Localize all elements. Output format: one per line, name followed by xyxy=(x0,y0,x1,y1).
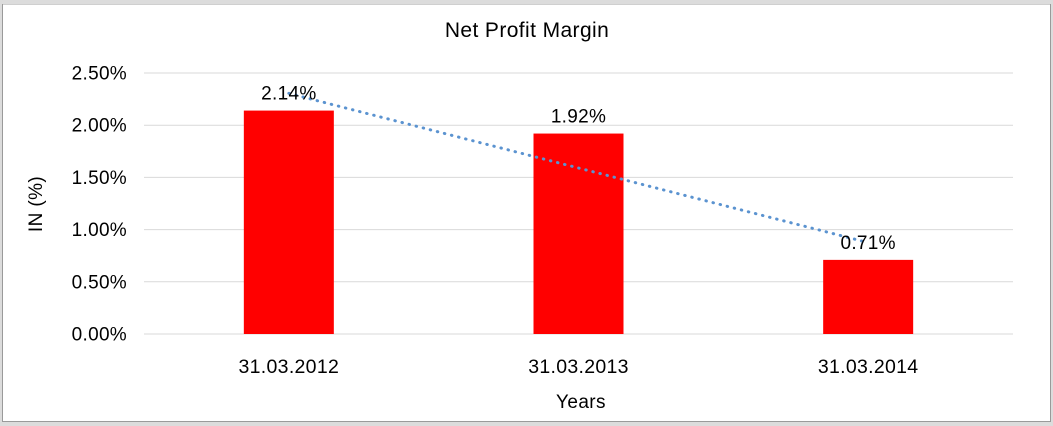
chart-title: Net Profit Margin xyxy=(445,19,609,42)
y-axis-title: IN (%) xyxy=(26,176,47,232)
y-tick-label: 1.00% xyxy=(72,220,127,241)
frame-band-right xyxy=(1051,0,1053,426)
bar-data-label: 2.14% xyxy=(261,84,316,105)
frame-border-bottom xyxy=(2,421,1051,422)
trendline xyxy=(287,91,870,245)
frame-band-bottom xyxy=(0,422,1053,426)
trendline-layer xyxy=(287,91,870,245)
bar-data-label: 0.71% xyxy=(840,233,895,254)
labels-layer: 0.00% 0.50% 1.00% 1.50% 2.00% 2.50% 2.14% 31.03… xyxy=(72,64,919,379)
y-tick-label: 2.50% xyxy=(72,64,127,85)
x-category-label: 31.03.2013 xyxy=(528,356,629,378)
frame-band-top xyxy=(0,0,1053,4)
bar xyxy=(823,259,914,334)
x-axis-title: Years xyxy=(556,392,606,413)
frame-border-right xyxy=(1050,4,1051,422)
bars-layer xyxy=(243,110,914,334)
bar-data-label: 1.92% xyxy=(551,107,606,128)
frame-band-left xyxy=(0,0,2,426)
y-tick-label: 1.50% xyxy=(72,168,127,189)
x-category-label: 31.03.2012 xyxy=(239,356,340,378)
y-tick-label: 0.50% xyxy=(72,272,127,293)
frame-border-top xyxy=(2,4,1051,5)
x-category-label: 31.03.2014 xyxy=(818,356,919,378)
bar xyxy=(533,133,624,334)
y-tick-label: 0.00% xyxy=(72,325,127,346)
y-tick-label: 2.00% xyxy=(72,116,127,137)
frame-border-left xyxy=(2,4,3,422)
bar xyxy=(243,110,334,334)
